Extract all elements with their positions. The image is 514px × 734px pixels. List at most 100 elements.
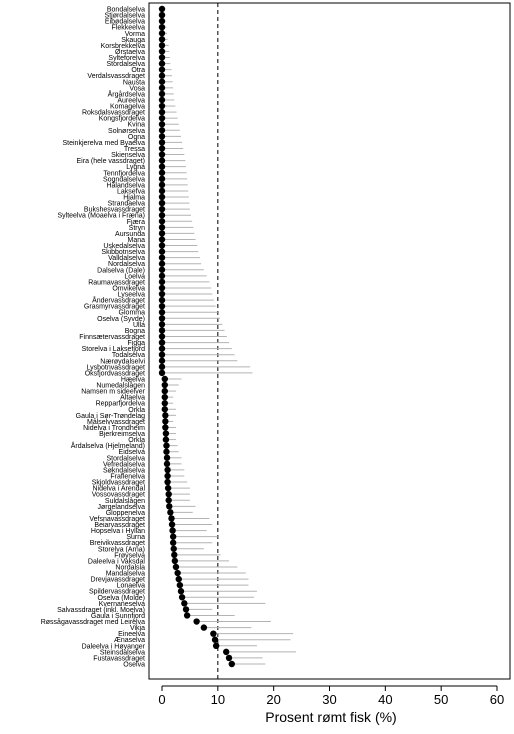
river-label: Beiarvassdraget [94, 522, 145, 529]
river-label: Aureelva [117, 97, 145, 104]
river-label: Eira (hele vassdraget) [77, 158, 145, 165]
data-point [158, 205, 166, 213]
x-tick-label: 0 [158, 692, 165, 707]
river-label: Jørgelandselva [98, 504, 146, 511]
data-point [158, 139, 166, 146]
data-point [177, 588, 185, 595]
data-point [158, 157, 166, 164]
river-label: Vossovassdraget [92, 492, 145, 499]
river-label: Repparfjordelva [96, 401, 146, 408]
river-label: Breivikvassdraget [90, 540, 145, 547]
river-label: Årgårdselva [108, 89, 145, 98]
river-label: Bondalselva [107, 7, 145, 14]
data-point [158, 351, 166, 358]
river-label: Daleelva i Vaksdal [88, 558, 146, 565]
river-label: Komagelva [110, 104, 145, 111]
data-point [158, 357, 166, 364]
river-label: Stordalselva [106, 61, 145, 68]
river-label: Glomma [119, 310, 146, 317]
data-point [158, 169, 166, 176]
river-label: Sylteforelva [108, 55, 145, 62]
data-point [158, 224, 166, 231]
data-point [158, 333, 166, 340]
river-label: Stordalselva [106, 455, 145, 462]
river-label: Flekkeelva [112, 25, 146, 32]
river-label: Gaula i Sunnfjord [91, 613, 145, 620]
river-label: Valldalselva [108, 255, 145, 262]
river-label: Hopselva i Hyllan [91, 528, 145, 535]
data-point [158, 72, 166, 79]
x-axis-title: Prosent rømt fisk (%) [265, 709, 396, 725]
river-label: Mana [127, 237, 145, 244]
river-label: Hålandselva [106, 181, 145, 189]
data-point [167, 509, 174, 516]
river-label: Nordalsla [115, 564, 145, 571]
river-label: Figga [127, 340, 145, 347]
river-label: Fraflenelva [110, 473, 145, 480]
river-label: Stryn [129, 225, 145, 232]
data-point [193, 618, 200, 625]
river-label: Frøyselva [114, 552, 145, 559]
river-label: Hjalma [123, 195, 145, 202]
river-label: Suldalslågen [105, 497, 145, 505]
data-point [158, 108, 166, 116]
data-point [158, 193, 166, 201]
data-point [158, 48, 166, 55]
data-point [158, 90, 166, 98]
river-label: Vefredalselva [103, 461, 145, 468]
data-point [158, 290, 166, 298]
data-point [158, 145, 166, 152]
river-label: Daleelva i Høyanger [82, 643, 146, 650]
river-label: Skauga [121, 37, 145, 44]
river-label: Storelva (Arna) [98, 546, 145, 553]
river-label: Fustavassdraget [93, 655, 145, 662]
plot-frame [148, 2, 511, 680]
river-label: Surna [126, 534, 145, 541]
data-point [158, 302, 166, 310]
river-label: Otra [131, 67, 145, 74]
data-point [158, 133, 166, 140]
river-label: Grasmyrvassdraget [84, 304, 145, 311]
river-label: Mandalselva [106, 571, 145, 578]
river-label: Målselvvassdraget [87, 418, 145, 426]
data-point [158, 278, 166, 286]
data-point [163, 442, 170, 449]
river-label: Bjerkreimselva [99, 431, 145, 438]
river-label: Lygna [126, 164, 145, 171]
river-label: Finnsætervassdraget [79, 334, 145, 341]
errorbar-group [162, 14, 296, 665]
data-point [158, 42, 166, 49]
river-label: Ogna [128, 134, 145, 141]
river-label: Hæelva [121, 376, 145, 383]
data-point [158, 187, 166, 195]
river-label: Røssågavassdraget med Leirelva [41, 618, 145, 626]
river-label: Verdalsvassdraget [87, 73, 145, 80]
river-label: Todalselva [112, 352, 145, 359]
river-label-group: BondalselvaStjørdalselvaEibødalselvaFlek… [41, 7, 146, 669]
x-tick-label: 30 [322, 692, 336, 707]
river-label: Vosa [129, 85, 145, 92]
river-label: Skienselva [111, 152, 145, 159]
data-point [158, 284, 166, 292]
data-point [158, 114, 166, 122]
data-point [158, 163, 166, 170]
river-label: Tressa [124, 146, 145, 153]
x-tick-label: 20 [266, 692, 280, 707]
data-point [223, 648, 230, 656]
data-point [158, 30, 166, 37]
river-label: Eibødalselva [105, 19, 145, 26]
data-point [158, 260, 166, 267]
data-point [158, 321, 166, 328]
data-point [158, 236, 166, 243]
river-label: Spildervassdraget [89, 589, 145, 596]
data-point [176, 581, 184, 589]
data-point [178, 594, 186, 601]
data-point [228, 660, 235, 668]
river-label: Stjørdalselva [105, 13, 146, 20]
data-point [158, 11, 166, 19]
river-label: Gloppenelva [106, 510, 145, 517]
river-label: Kvernaneselva [99, 601, 145, 608]
river-label: Lonaelva [117, 583, 146, 590]
data-point [158, 17, 166, 25]
data-point [158, 230, 166, 237]
